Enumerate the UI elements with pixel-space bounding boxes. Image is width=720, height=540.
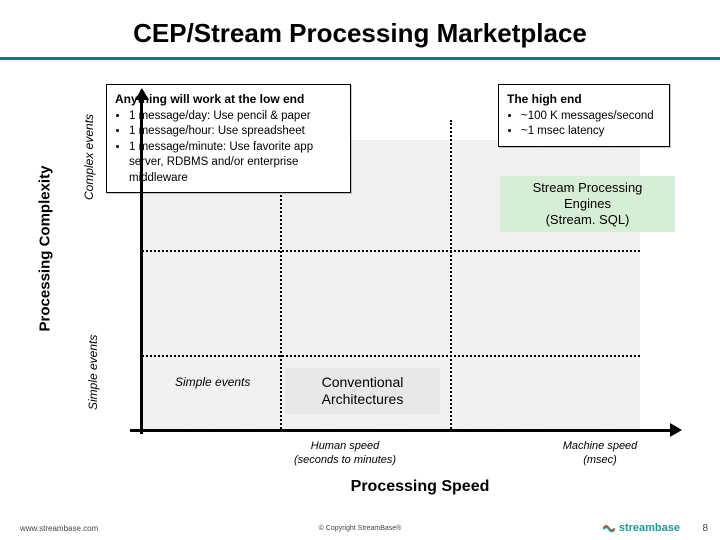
footer-copyright: © Copyright StreamBase® [319,525,402,532]
spe-line2: Engines [564,196,611,211]
x-axis-arrow-icon [670,423,682,437]
stream-processing-box: Stream Processing Engines (Stream. SQL) [500,176,675,232]
x-tick-machine: Machine speed (msec) [540,440,660,468]
simple-events-label: Simple events [175,375,255,390]
title-underline [0,57,720,60]
y-axis-line [140,90,143,434]
callout-high-list: ~100 K messages/second ~1 msec latency [521,109,661,140]
spe-label: Stream Processing Engines (Stream. SQL) [533,180,643,229]
spe-line1: Stream Processing [533,180,643,195]
callout-high-item: ~1 msec latency [521,124,661,140]
footer-page-number: 8 [702,523,708,534]
footer-logo-text: streambase [619,522,680,534]
y-tick-complex: Complex events [82,114,96,200]
conventional-label: Conventional Architectures [285,374,440,408]
callout-low-list: 1 message/day: Use pencil & paper 1 mess… [129,109,342,187]
y-axis-label: Processing Complexity [37,99,54,399]
callout-high-item: ~100 K messages/second [521,109,661,125]
callout-low-item: 1 message/hour: Use spreadsheet [129,124,342,140]
callout-low-item: 1 message/minute: Use favorite app serve… [129,140,342,187]
x-tick-human: Human speed (seconds to minutes) [270,440,420,468]
footer-logo: streambase [602,521,680,535]
y-axis-arrow-icon [135,88,149,100]
streambase-logo-icon [602,521,616,535]
callout-high-heading: The high end [507,92,582,106]
chart-area: Conventional Architectures Stream Proces… [100,90,680,450]
horizontal-divider-2 [142,355,640,357]
footer-url: www.streambase.com [0,524,98,533]
callout-low-item: 1 message/day: Use pencil & paper [129,109,342,125]
horizontal-divider-1 [142,250,640,252]
x-tick-machine-l1: Machine speed [563,440,638,452]
x-axis-line [130,429,670,432]
x-axis-title: Processing Speed [320,478,520,496]
callout-high-end: The high end ~100 K messages/second ~1 m… [498,84,670,147]
x-tick-machine-l2: (msec) [583,454,617,466]
y-tick-simple: Simple events [86,335,100,410]
spe-line3: (Stream. SQL) [546,212,630,227]
conventional-architectures-box: Conventional Architectures [285,368,440,414]
vertical-divider-2 [450,120,452,432]
footer: www.streambase.com © Copyright StreamBas… [0,516,720,540]
x-tick-human-l2: (seconds to minutes) [294,454,396,466]
slide-title: CEP/Stream Processing Marketplace [0,0,720,57]
x-tick-human-l1: Human speed [311,440,380,452]
